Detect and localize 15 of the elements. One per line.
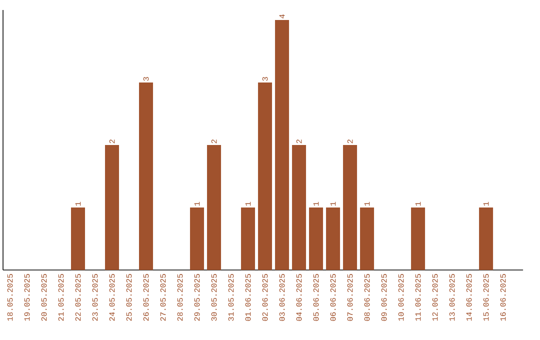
bar xyxy=(479,208,494,270)
bar xyxy=(190,208,204,270)
bar xyxy=(105,144,120,270)
bar xyxy=(139,82,154,270)
bar xyxy=(309,208,324,270)
bar xyxy=(343,144,358,270)
bar xyxy=(258,82,272,270)
bar xyxy=(292,144,306,270)
bar xyxy=(326,208,340,270)
bar xyxy=(241,208,256,270)
bar xyxy=(207,144,222,270)
bar xyxy=(275,20,290,270)
bar xyxy=(360,208,374,270)
bar xyxy=(411,208,426,270)
bar xyxy=(71,208,86,270)
